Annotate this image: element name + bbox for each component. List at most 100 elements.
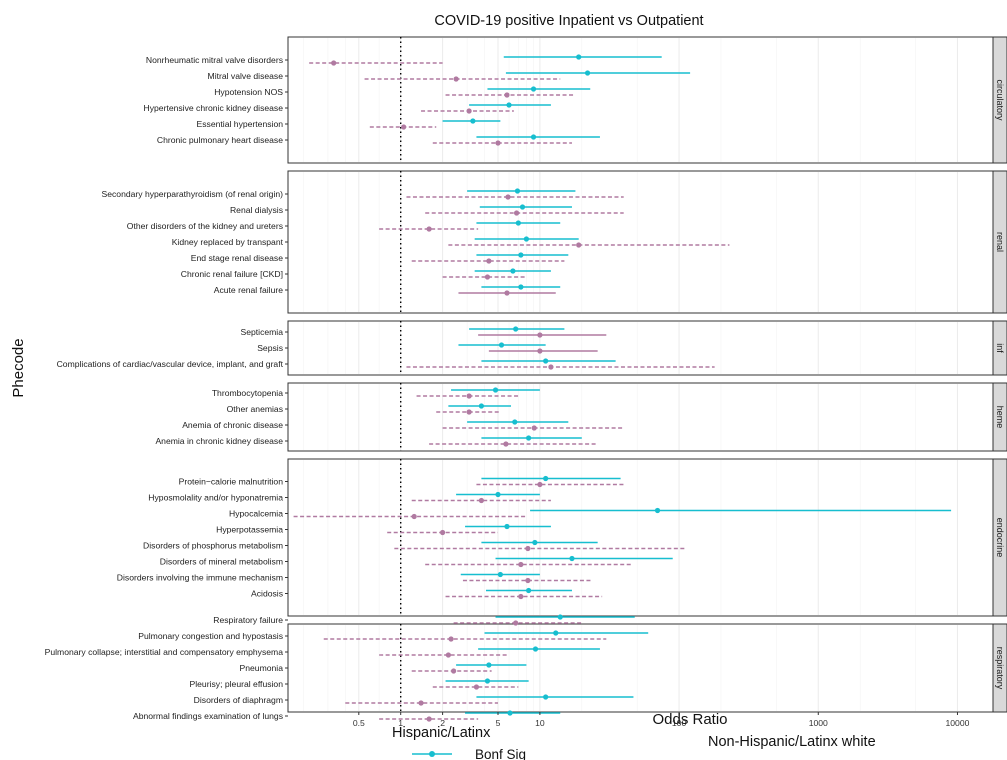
phecode-row: Pulmonary collapse; interstitial and com… [45,646,600,658]
phecode-row: Hyperpotassemia [216,523,551,536]
x-tick-label: 2 [440,718,445,728]
panel-heme: heme Thrombocytopenia Other anemias Anemia … [155,382,1007,452]
hispanic-point [526,587,532,594]
white-point [525,545,531,552]
phecode-label: Essential hypertension [197,119,284,129]
phecode-row: Anemia of chronic disease [182,419,624,431]
phecode-label: Anemia in chronic kidney disease [155,436,283,446]
phecode-row: Septicemia [240,326,607,338]
white-estimate [406,194,624,200]
phecode-label: Disorders involving the immune mechanism [117,573,283,583]
panel-background [287,623,994,713]
panel-background [287,320,994,376]
hispanic-estimate [467,419,569,425]
hispanic-estimate [451,387,540,393]
white-point [518,561,524,568]
white-estimate [476,481,624,488]
strip-label: inf [995,343,1005,353]
hispanic-estimate [456,491,540,498]
hispanic-point [518,252,524,258]
panel-endocrine: endocrine Protein−calorie malnutrition Hyp… [117,458,1007,617]
white-estimate [387,529,498,536]
white-estimate [411,258,565,264]
hispanic-estimate [442,118,501,124]
hispanic-point [543,358,549,364]
phecode-row: Sepsis [257,342,598,354]
y-axis-title: Phecode [10,338,27,397]
legend-point [429,751,435,757]
legend: Hispanic/Latinx Bonf Sig Non-Hispanic/Lati… [392,725,876,760]
phecode-label: Septicemia [240,327,283,337]
white-point [495,140,501,146]
panel-respiratory: respiratory Respiratory failure Pulmonary … [45,614,1007,722]
white-point [504,290,510,296]
white-point [513,210,520,216]
x-tick-label: 100 [672,718,687,728]
x-tick-label: 5 [496,718,501,728]
hispanic-estimate [485,587,572,594]
white-estimate [442,425,624,431]
white-estimate [488,348,598,354]
panel-circulatory: circulatory Nonrheumatic mitral valve dis… [144,36,1007,164]
white-point [411,513,417,520]
white-point [548,364,554,370]
phecode-label: Protein−calorie malnutrition [179,477,284,487]
hispanic-point [512,419,518,425]
white-point [473,684,480,690]
phecode-row: Pleurisy; pleural effusion [190,678,529,690]
hispanic-point [557,614,563,620]
white-estimate [416,393,519,399]
strip-label: renal [995,232,1005,252]
phecode-row: Acute renal failure [214,284,561,296]
hispanic-point [498,342,505,348]
phecode-row: Essential hypertension [197,118,501,130]
hispanic-point [519,204,526,210]
phecode-row: Pneumonia [240,662,527,674]
phecode-label: Sepsis [257,343,283,353]
white-point [503,441,509,447]
legend-group: Non-Hispanic/Latinx white [708,734,876,750]
phecode-row: Pulmonary congestion and hypostasis [138,630,649,642]
x-tick-label: 0.5 [353,718,365,728]
white-point [504,92,510,98]
legend-entry: Bonf Sig [412,747,526,760]
phecode-row: Chronic pulmonary heart disease [157,134,600,146]
phecode-row: Disorders of mineral metabolism [160,555,673,568]
facet-strip: circulatory [992,36,1007,164]
panel-background [287,36,994,164]
strip-label: circulatory [995,79,1005,121]
hispanic-estimate [474,268,551,274]
panel-gridlines [303,322,958,374]
phecode-row: Chronic renal failure [CKD] [181,268,551,280]
hispanic-point [515,220,521,226]
phecode-row: Hypertensive chronic kidney disease [144,102,551,114]
phecode-label: Chronic pulmonary heart disease [157,135,283,145]
hispanic-point [478,403,485,409]
white-estimate [425,561,631,568]
white-estimate [453,620,582,626]
phecode-row: Disorders of phosphorus metabolism [143,539,685,552]
facet-strip: respiratory [992,623,1007,713]
white-estimate [406,364,715,370]
white-point [531,425,537,431]
white-point [525,577,531,584]
hispanic-point [584,70,591,76]
white-point [466,108,472,114]
strip-background [992,320,1007,376]
phecode-row: Complications of cardiac/vascular device… [57,358,715,370]
white-point [486,258,492,264]
hispanic-point [513,326,519,332]
white-point [453,76,459,82]
phecode-row: Other anemias [227,403,511,415]
phecode-label: Hypocalcemia [229,509,283,519]
white-point [418,700,424,706]
phecode-row: Respiratory failure [213,614,635,626]
white-point [478,497,485,504]
white-estimate [442,274,527,280]
phecode-label: Thrombocytopenia [212,388,283,398]
white-estimate [379,716,479,722]
phecode-row: Secondary hyperparathyroidism (of renal … [101,188,624,200]
legend-group: Hispanic/Latinx Bonf Sig [392,725,526,760]
hispanic-estimate [469,102,551,108]
phecode-row: Abnormal findings examination of lungs [133,710,561,722]
